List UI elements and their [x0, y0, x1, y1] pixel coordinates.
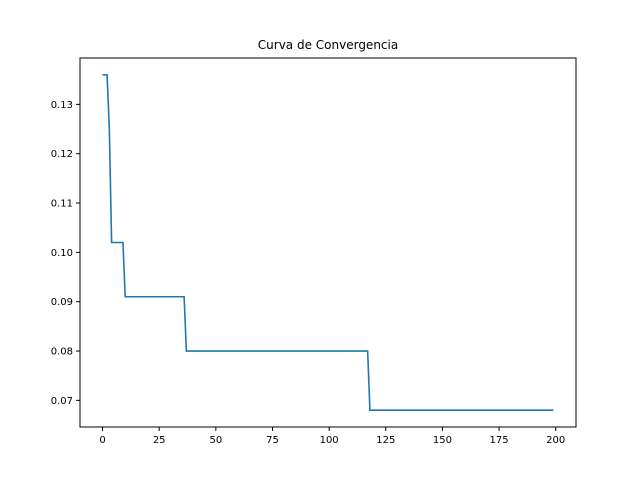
x-tick-label: 25: [153, 435, 166, 446]
chart-title: Curva de Convergencia: [258, 38, 398, 52]
x-tick-label: 50: [209, 435, 222, 446]
x-tick-label: 150: [433, 435, 452, 446]
series-line: [102, 73, 554, 412]
x-tick-label: 100: [320, 435, 339, 446]
axes-frame: [79, 57, 577, 428]
y-tick-label: 0.12: [51, 149, 73, 160]
x-tick-label: 175: [490, 435, 509, 446]
y-tick-label: 0.13: [51, 100, 73, 111]
y-tick-label: 0.08: [51, 347, 73, 358]
y-tick-label: 0.09: [51, 297, 73, 308]
plot-area: [102, 73, 554, 412]
x-tick-label: 125: [376, 435, 395, 446]
x-tick-label: 75: [266, 435, 279, 446]
y-tick-label: 0.07: [51, 396, 73, 407]
y-axis: 0.07 0.08 0.09 0.10 0.11 0.12 0.13: [51, 100, 80, 407]
x-tick-label: 200: [546, 435, 565, 446]
x-axis: 0 25 50 75 100 125 150 175 200: [99, 427, 565, 446]
y-tick-label: 0.10: [51, 248, 73, 259]
x-tick-label: 0: [99, 435, 105, 446]
y-tick-label: 0.11: [51, 199, 73, 210]
